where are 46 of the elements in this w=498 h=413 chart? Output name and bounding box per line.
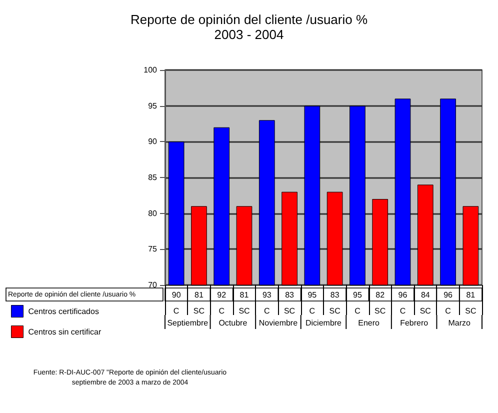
x-tick-label: C [264, 306, 270, 316]
x-tick-label: C [218, 306, 225, 316]
x-tick-label: SC [420, 306, 432, 316]
x-tick-label: SC [465, 306, 476, 316]
data-label: 83 [330, 290, 340, 300]
chart-subtitle: 2003 - 2004 [214, 27, 284, 42]
chart-title: Reporte de opinión del cliente /usuario % [130, 12, 368, 27]
x-tick-label: SC [284, 306, 296, 316]
data-label: 82 [376, 290, 386, 300]
x-tick-label: SC [374, 306, 386, 316]
data-label: 90 [172, 290, 182, 300]
y-tick-label: 70 [148, 280, 158, 290]
data-label: 95 [353, 290, 362, 300]
y-tick-label: 75 [148, 244, 158, 254]
data-label: 96 [444, 290, 454, 300]
data-label: 84 [420, 290, 430, 300]
text: Marzo [448, 318, 472, 328]
y-tick-label: 90 [148, 137, 158, 146]
x-tick-label: C [173, 306, 180, 316]
x-tick-label: C [445, 306, 452, 316]
x-tick-label: C [309, 306, 316, 316]
text: Febrero [400, 318, 429, 328]
y-tick-label: 100 [144, 66, 158, 74]
x-tick-label: C [400, 306, 406, 316]
text: Diciembre [305, 318, 342, 328]
data-label: 95 [308, 290, 318, 300]
text: Enero [358, 318, 380, 328]
y-tick-label: 95 [148, 101, 158, 110]
data-label: 96 [398, 290, 408, 300]
data-label: 81 [194, 290, 204, 300]
legend-label: Centros sin certificar [28, 327, 102, 336]
text: Octubre [218, 318, 248, 328]
x-tick-label: SC [329, 306, 341, 316]
data-label: 81 [466, 290, 476, 300]
x-tick-label: SC [193, 306, 205, 316]
text: Noviembre [258, 318, 298, 328]
y-tick-label: 85 [148, 173, 158, 182]
x-tick-label: C [354, 306, 361, 316]
data-label: 81 [240, 290, 250, 300]
x-tick-label: SC [238, 306, 250, 316]
y-tick-label: 80 [148, 208, 158, 218]
data-label: 83 [285, 290, 295, 300]
legend-label: Centros certificados [28, 306, 99, 316]
data-label: 92 [217, 290, 227, 300]
data-label: 93 [262, 290, 272, 300]
text: Septiembre [167, 318, 209, 328]
